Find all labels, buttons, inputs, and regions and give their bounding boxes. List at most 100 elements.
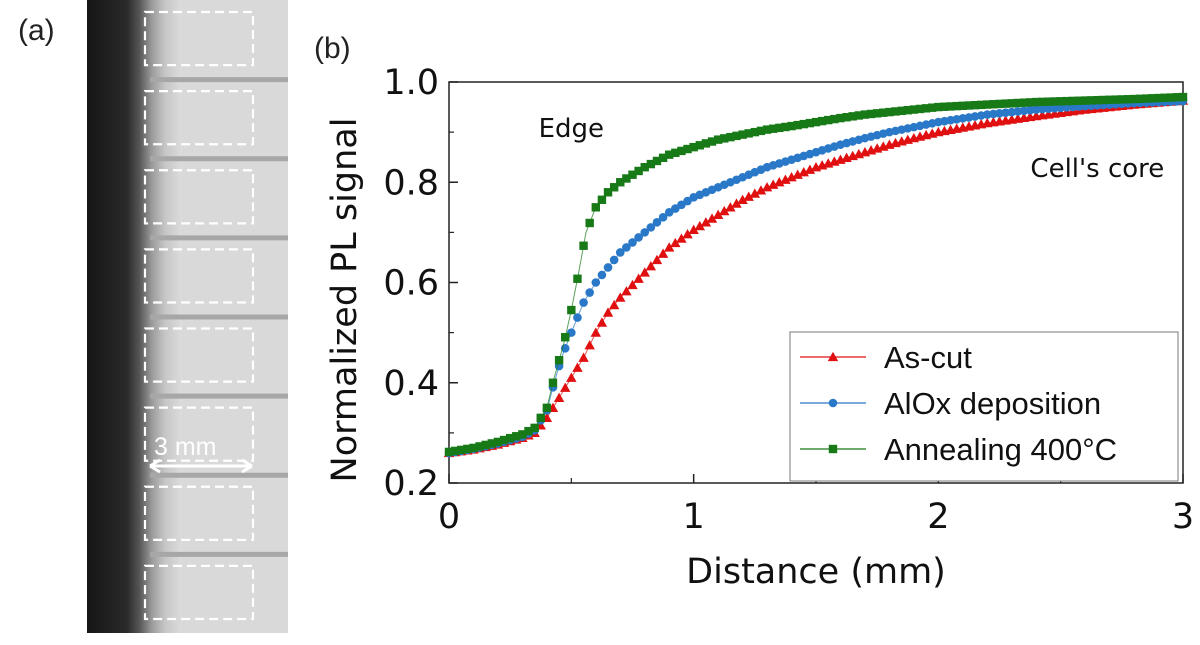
data-point-as-cut (712, 209, 724, 219)
data-point-annealing-400-c (1123, 95, 1133, 104)
data-point-as-cut (719, 205, 730, 216)
data-point-as-cut (743, 191, 754, 201)
data-point-annealing-400-c (665, 150, 674, 159)
data-point-annealing-400-c (762, 125, 772, 134)
dashed-region (143, 485, 255, 541)
data-point-annealing-400-c (1166, 93, 1175, 102)
data-point-annealing-400-c (750, 127, 760, 137)
data-point-annealing-400-c (463, 444, 472, 454)
data-point-annealing-400-c (561, 333, 570, 342)
data-point-annealing-400-c (928, 103, 937, 112)
data-point-as-cut (731, 198, 742, 208)
data-point-annealing-400-c (1099, 95, 1108, 105)
data-point-annealing-400-c (634, 166, 643, 176)
x-tick-label: 3 (1172, 497, 1194, 537)
data-point-annealing-400-c (1087, 96, 1096, 105)
panel-a-label: (a) (18, 14, 55, 47)
data-point-annealing-400-c (707, 137, 717, 146)
data-point-as-cut (737, 194, 748, 204)
data-point-alox-deposition (603, 263, 613, 272)
data-point-annealing-400-c (1154, 93, 1163, 103)
data-point-annealing-400-c (897, 106, 906, 116)
y-tick-labels: 0.2 0.4 0.6 0.8 1.0 (383, 63, 439, 504)
data-point-annealing-400-c (1142, 94, 1151, 103)
data-point-alox-deposition (1044, 104, 1053, 113)
data-point-as-cut (553, 392, 565, 402)
data-point-annealing-400-c (554, 355, 564, 365)
data-point-annealing-400-c (1080, 96, 1090, 105)
data-point-annealing-400-c (487, 439, 497, 448)
data-point-as-cut (767, 179, 779, 189)
data-point-annealing-400-c (567, 305, 576, 315)
data-point-annealing-400-c (689, 142, 698, 152)
data-point-annealing-400-c (640, 163, 649, 172)
data-point-annealing-400-c (481, 440, 490, 450)
annotation-cell-s-core: Cell's core (1030, 154, 1164, 184)
data-point-annealing-400-c (1050, 97, 1059, 106)
data-point-annealing-400-c (1019, 98, 1029, 107)
data-point-as-cut (682, 229, 693, 239)
data-point-alox-deposition (1050, 103, 1059, 113)
sample-separator (150, 393, 288, 399)
series-annealing-400-c (444, 92, 1188, 457)
legend-label: Annealing 400°C (884, 432, 1117, 467)
data-point-annealing-400-c (701, 139, 711, 148)
data-point-as-cut (651, 254, 663, 265)
data-point-as-cut (657, 248, 669, 258)
data-point-annealing-400-c (860, 110, 870, 119)
data-point-as-cut (621, 286, 632, 296)
series-group (443, 92, 1189, 458)
data-point-annealing-400-c (830, 114, 839, 124)
legend-entry-as-cut: As-cut (800, 340, 972, 375)
data-point-as-cut (590, 327, 601, 337)
x-axis-title: Distance (mm) (686, 552, 946, 592)
y-tick-label: 0.2 (383, 464, 439, 504)
data-point-annealing-400-c (1111, 95, 1120, 104)
data-point-annealing-400-c (1178, 92, 1188, 102)
data-point-annealing-400-c (799, 119, 808, 129)
data-point-annealing-400-c (1062, 96, 1071, 106)
data-point-as-cut (804, 164, 816, 174)
data-point-annealing-400-c (1160, 93, 1169, 102)
data-point-alox-deposition (615, 248, 625, 257)
data-point-annealing-400-c (548, 378, 558, 387)
data-point-as-cut (780, 174, 791, 184)
data-point-as-cut (798, 167, 809, 177)
data-point-as-cut (725, 202, 736, 212)
data-point-alox-deposition (573, 313, 582, 322)
data-point-annealing-400-c (1056, 97, 1065, 106)
data-point-as-cut (688, 224, 699, 235)
data-point-annealing-400-c (964, 101, 974, 110)
y-tick-label: 0.6 (383, 264, 439, 304)
data-point-annealing-400-c (505, 433, 515, 443)
y-tick-label: 1.0 (383, 63, 439, 103)
data-point-annealing-400-c (585, 218, 594, 228)
legend-entry-annealing-400-c: Annealing 400°C (800, 432, 1117, 467)
data-point-annealing-400-c (591, 203, 600, 212)
x-tick-label: 0 (438, 497, 460, 537)
data-point-as-cut (774, 177, 785, 187)
data-point-annealing-400-c (1148, 94, 1157, 103)
data-point-annealing-400-c (683, 144, 692, 154)
data-point-alox-deposition (585, 288, 594, 297)
data-point-alox-deposition (591, 278, 601, 287)
data-point-as-cut (786, 172, 797, 182)
scale-bar-arrowheads (149, 458, 253, 474)
legend: As-cut AlOx deposition Annealing 400°C (789, 331, 1179, 482)
data-point-annealing-400-c (444, 447, 454, 457)
data-point-annealing-400-c (1032, 97, 1041, 107)
data-point-as-cut (755, 185, 767, 195)
data-point-annealing-400-c (695, 141, 704, 150)
legend-entry-alox-deposition: AlOx deposition (800, 386, 1101, 421)
series-as-cut (443, 95, 1189, 458)
data-point-annealing-400-c (811, 117, 821, 127)
dashed-region (143, 327, 255, 383)
data-point-annealing-400-c (866, 109, 876, 119)
data-point-annealing-400-c (1105, 95, 1114, 104)
data-point-annealing-400-c (983, 100, 992, 109)
panel-b-label: (b) (314, 32, 351, 65)
y-tick-label: 0.8 (383, 163, 439, 203)
data-point-alox-deposition (646, 223, 656, 232)
data-point-annealing-400-c (524, 426, 533, 436)
data-point-annealing-400-c (775, 123, 784, 133)
